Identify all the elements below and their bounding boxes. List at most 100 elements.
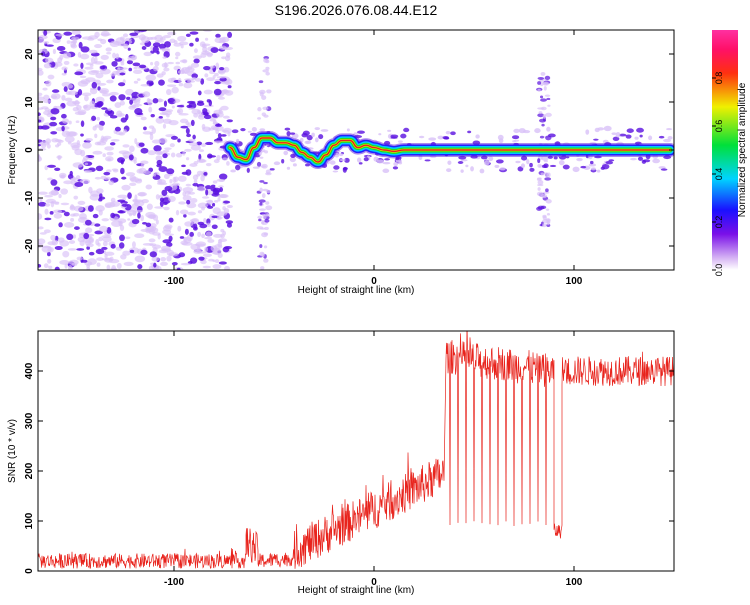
- noise-speckle: [177, 138, 181, 143]
- ridge-speckle: [284, 127, 291, 131]
- noise-speckle: [132, 62, 141, 67]
- noise-speckle: [177, 175, 187, 182]
- noise-speckle: [63, 60, 70, 65]
- noise-speckle: [91, 115, 97, 121]
- noise-speckle: [203, 66, 211, 71]
- figure-title: S196.2026.076.08.44.E12: [275, 2, 438, 18]
- noise-speckle: [56, 45, 66, 52]
- noise-speckle: [97, 86, 101, 91]
- ridge-speckle: [641, 159, 647, 164]
- noise-speckle: [74, 71, 84, 76]
- ridge-speckle: [384, 158, 391, 161]
- noise-speckle: [193, 58, 200, 64]
- noise-speckle: [189, 219, 198, 222]
- noise-speckle: [125, 113, 129, 121]
- noise-speckle: [203, 114, 212, 120]
- noise-speckle: [94, 31, 100, 38]
- noise-speckle: [205, 141, 214, 146]
- noise-speckle: [134, 233, 145, 239]
- streak-speckle: [257, 117, 262, 120]
- noise-speckle: [80, 62, 84, 69]
- ridge-speckle: [611, 132, 617, 135]
- noise-speckle: [168, 119, 179, 126]
- noise-speckle: [142, 91, 151, 98]
- ridge-speckle: [382, 161, 391, 165]
- noise-speckle: [91, 81, 98, 89]
- noise-speckle: [78, 41, 83, 49]
- noise-speckle: [137, 264, 143, 270]
- ridge-speckle: [546, 126, 551, 132]
- noise-speckle: [189, 231, 194, 237]
- ridge-speckle: [529, 162, 533, 168]
- noise-speckle: [184, 221, 194, 227]
- ridge-speckle: [382, 168, 390, 174]
- noise-speckle: [73, 195, 79, 200]
- noise-speckle: [177, 35, 187, 42]
- colorbar-tick-label: 0.2: [714, 216, 724, 229]
- ridge-speckle: [520, 163, 526, 168]
- noise-speckle: [148, 214, 156, 219]
- noise-speckle: [61, 125, 65, 132]
- ridge-speckle: [281, 159, 285, 164]
- streak-speckle: [263, 181, 268, 185]
- noise-speckle: [50, 108, 60, 115]
- noise-speckle: [109, 95, 117, 102]
- noise-speckle: [142, 170, 152, 175]
- streak-speckle: [265, 66, 270, 71]
- ridge-speckle: [376, 159, 384, 164]
- noise-speckle: [45, 44, 54, 47]
- noise-speckle: [67, 84, 74, 89]
- noise-speckle: [41, 245, 52, 249]
- noise-speckle: [88, 186, 93, 194]
- noise-speckle: [117, 157, 126, 163]
- noise-speckle: [185, 183, 192, 187]
- noise-speckle: [213, 88, 222, 96]
- noise-speckle: [222, 206, 226, 211]
- ridge-speckle: [636, 127, 644, 133]
- ridge-speckle: [460, 159, 468, 162]
- ridge-speckle: [393, 161, 399, 167]
- noise-speckle: [96, 257, 104, 261]
- noise-speckle: [224, 265, 230, 270]
- streak-speckle: [265, 59, 270, 64]
- noise-speckle: [217, 241, 223, 248]
- noise-speckle: [70, 142, 81, 149]
- noise-speckle: [47, 164, 56, 168]
- noise-speckle: [79, 53, 90, 60]
- ridge-speckle: [526, 158, 530, 165]
- ridge-speckle: [333, 165, 340, 170]
- noise-speckle: [106, 226, 112, 234]
- noise-speckle: [187, 122, 192, 128]
- ridge-speckle: [292, 163, 297, 167]
- noise-speckle: [109, 142, 116, 146]
- noise-speckle: [165, 109, 174, 113]
- y-tick-label: 400: [24, 362, 35, 379]
- spectrogram-x-label: Height of straight line (km): [298, 285, 415, 296]
- noise-speckle: [93, 61, 104, 65]
- noise-speckle: [145, 74, 157, 82]
- noise-speckle: [53, 209, 63, 214]
- ridge-speckle: [344, 157, 350, 163]
- noise-speckle: [163, 206, 170, 211]
- ridge-speckle: [442, 136, 449, 140]
- streak-speckle: [263, 245, 268, 249]
- ridge-speckle: [356, 157, 362, 163]
- noise-speckle: [62, 250, 70, 258]
- noise-speckle: [185, 33, 191, 38]
- noise-speckle: [133, 69, 143, 75]
- noise-speckle: [166, 255, 172, 262]
- noise-speckle: [152, 46, 159, 53]
- noise-speckle: [198, 149, 204, 152]
- noise-speckle: [45, 57, 54, 64]
- ridge-speckle: [305, 163, 310, 167]
- ridge-speckle: [363, 157, 369, 162]
- noise-speckle: [205, 189, 209, 196]
- noise-speckle: [81, 92, 92, 97]
- ridge-speckle: [329, 160, 336, 165]
- noise-speckle: [106, 79, 114, 84]
- noise-speckle: [133, 159, 137, 164]
- ridge-speckle: [479, 168, 485, 174]
- noise-speckle: [185, 157, 190, 161]
- streak-speckle: [258, 199, 266, 203]
